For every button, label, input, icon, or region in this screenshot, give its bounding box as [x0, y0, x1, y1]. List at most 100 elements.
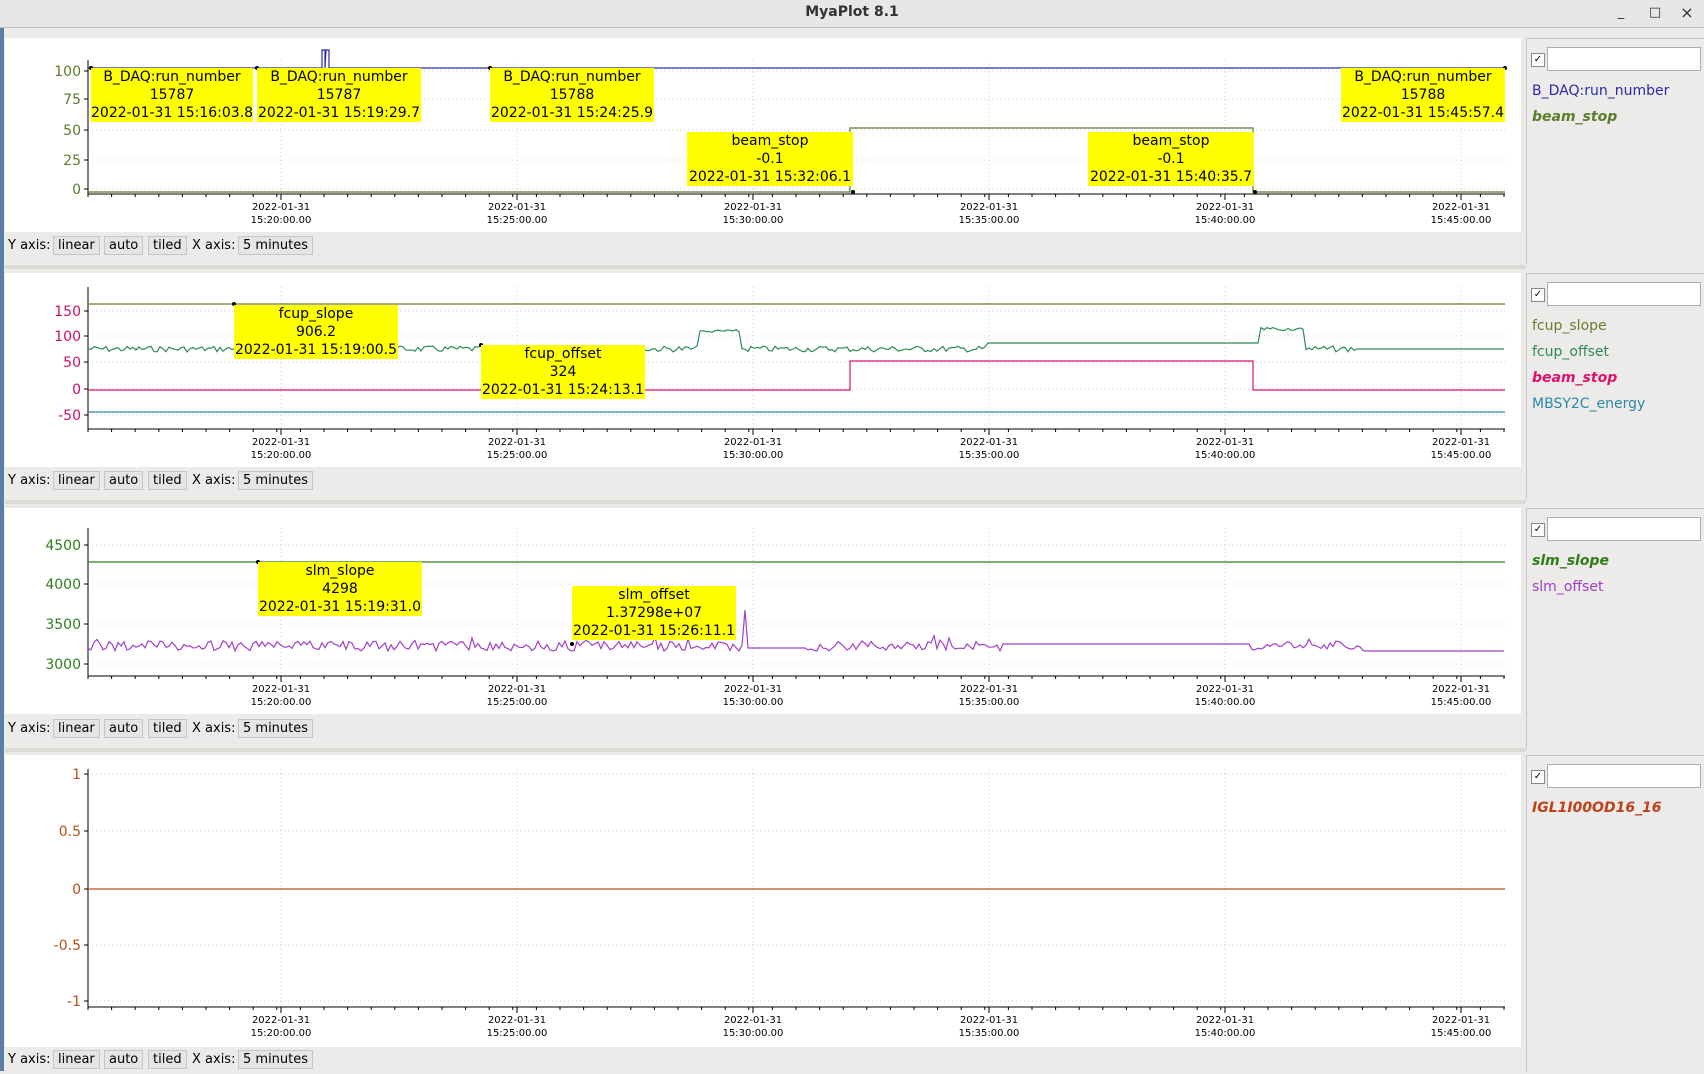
x-axis-label: X axis:: [192, 1052, 236, 1067]
y-tick-label: 1: [72, 767, 81, 783]
tiled-button[interactable]: tiled: [148, 1050, 187, 1069]
x-tick-date: 2022-01-31: [960, 684, 1018, 695]
x-tick-date: 2022-01-31: [252, 684, 310, 695]
legend-item[interactable]: B_DAQ:run_number: [1532, 83, 1670, 99]
x-tick-date: 2022-01-31: [724, 1015, 782, 1026]
legend-item[interactable]: fcup_offset: [1532, 344, 1609, 360]
plot-area[interactable]: 4500 4000 3500 3000 2022-01-31 15:20:00.00 20…: [5, 508, 1521, 714]
x-tick-time: 15:45:00.00: [1431, 215, 1492, 226]
annotation: slm_slope 4298 2022-01-31 15:19:31.0: [258, 562, 422, 616]
x-tick-date: 2022-01-31: [488, 437, 546, 448]
annotation: beam_stop -0.1 2022-01-31 15:32:06.1: [687, 132, 853, 186]
legend-item[interactable]: IGL1I00OD16_16: [1532, 800, 1662, 816]
x-tick-time: 15:20:00.00: [251, 1028, 312, 1039]
legend-item[interactable]: MBSY2C_energy: [1532, 396, 1646, 412]
close-button[interactable]: ×: [1680, 3, 1694, 22]
y-tick-label: 0: [72, 182, 81, 198]
filter-input[interactable]: [1547, 47, 1701, 71]
x-tick-date: 2022-01-31: [252, 202, 310, 213]
axis-controls: Y axis: linear auto tiled X axis: 5 minutes: [5, 234, 1526, 260]
x-axis-label: X axis:: [192, 473, 236, 488]
x-tick-time: 15:45:00.00: [1431, 450, 1492, 461]
legend-item[interactable]: fcup_slope: [1532, 318, 1607, 334]
show-checkbox[interactable]: ✓: [1531, 288, 1545, 302]
linear-button[interactable]: linear: [53, 719, 100, 738]
auto-button[interactable]: auto: [104, 719, 144, 738]
y-tick-label: -0.5: [54, 938, 81, 954]
linear-button[interactable]: linear: [53, 471, 100, 490]
y-tick-label: 0: [72, 382, 81, 398]
linear-button[interactable]: linear: [53, 1050, 100, 1069]
x-tick-time: 15:45:00.00: [1431, 697, 1492, 708]
x-tick-time: 15:25:00.00: [487, 215, 548, 226]
plot-canvas-4[interactable]: 1 0.5 0 -0.5 -1 2022-01-31 15:20:00.00 2022-01…: [5, 755, 1521, 1047]
x-range-button[interactable]: 5 minutes: [238, 236, 314, 255]
x-tick-time: 15:25:00.00: [487, 1028, 548, 1039]
minimize-button[interactable]: _: [1617, 5, 1625, 20]
y-axis-label: Y axis:: [8, 238, 51, 253]
plot-panel-1: 100 75 50 25 0 2022-01-31 15:20:00.00 2022-01-…: [5, 38, 1526, 263]
plot-area[interactable]: 100 75 50 25 0 2022-01-31 15:20:00.00 2022-01-…: [5, 38, 1521, 232]
x-tick-date: 2022-01-31: [488, 202, 546, 213]
auto-button[interactable]: auto: [104, 1050, 144, 1069]
filter-input[interactable]: [1547, 764, 1701, 788]
x-axis-label: X axis:: [192, 721, 236, 736]
x-tick-time: 15:40:00.00: [1195, 215, 1256, 226]
x-tick-date: 2022-01-31: [960, 1015, 1018, 1026]
x-tick-date: 2022-01-31: [252, 1015, 310, 1026]
plot-panel-2: 150 100 50 0 -50 2022-01-31 15:20:00.00 2022-0…: [5, 273, 1526, 498]
filter-input[interactable]: [1547, 517, 1701, 541]
x-tick-date: 2022-01-31: [724, 202, 782, 213]
x-tick-date: 2022-01-31: [252, 437, 310, 448]
panel-splitter[interactable]: [5, 265, 1526, 269]
legend-item[interactable]: beam_stop: [1532, 109, 1618, 125]
legend-item[interactable]: slm_slope: [1532, 553, 1609, 569]
legend-panel-1: ✓ B_DAQ:run_number beam_stop: [1526, 38, 1704, 264]
tiled-button[interactable]: tiled: [148, 236, 187, 255]
legend-item[interactable]: slm_offset: [1532, 579, 1604, 595]
trace-beam-stop: [88, 360, 1505, 391]
window-edge: [0, 28, 4, 1071]
auto-button[interactable]: auto: [104, 471, 144, 490]
plot-area[interactable]: 150 100 50 0 -50 2022-01-31 15:20:00.00 2022-0…: [5, 273, 1521, 467]
tiled-button[interactable]: tiled: [148, 471, 187, 490]
axis-controls: Y axis: linear auto tiled X axis: 5 minutes: [5, 717, 1526, 743]
y-tick-label: 100: [54, 64, 81, 80]
auto-button[interactable]: auto: [104, 236, 144, 255]
annotation: B_DAQ:run_number 15788 2022-01-31 15:45:57…: [1341, 68, 1505, 122]
x-tick-time: 15:35:00.00: [959, 450, 1020, 461]
panel-splitter[interactable]: [5, 748, 1526, 752]
x-tick-date: 2022-01-31: [960, 202, 1018, 213]
x-tick-time: 15:30:00.00: [723, 215, 784, 226]
x-range-button[interactable]: 5 minutes: [238, 719, 314, 738]
show-checkbox[interactable]: ✓: [1531, 53, 1545, 67]
linear-button[interactable]: linear: [53, 236, 100, 255]
legend-panel-2: ✓ fcup_slope fcup_offset beam_stop MBSY2C_en…: [1526, 273, 1704, 499]
legend-item[interactable]: beam_stop: [1532, 370, 1618, 386]
x-axis-label: X axis:: [192, 238, 236, 253]
plot-canvas-1[interactable]: 100 75 50 25 0 2022-01-31 15:20:00.00 2022-01-…: [5, 38, 1521, 232]
plot-canvas-2[interactable]: 150 100 50 0 -50 2022-01-31 15:20:00.00 2022-0…: [5, 273, 1521, 467]
x-tick-date: 2022-01-31: [1432, 202, 1490, 213]
y-tick-label: 50: [63, 355, 81, 371]
annotation: slm_offset 1.37298e+07 2022-01-31 15:26:11…: [572, 586, 736, 640]
maximize-button[interactable]: □: [1648, 5, 1662, 20]
plot-canvas-3[interactable]: 4500 4000 3500 3000 2022-01-31 15:20:00.00 20…: [5, 508, 1521, 714]
x-range-button[interactable]: 5 minutes: [238, 471, 314, 490]
window-title: MyaPlot 8.1: [805, 4, 899, 20]
plot-area[interactable]: 1 0.5 0 -0.5 -1 2022-01-31 15:20:00.00 2022-01…: [5, 755, 1521, 1047]
x-tick-time: 15:30:00.00: [723, 697, 784, 708]
y-tick-label: 3500: [45, 617, 81, 633]
annotation: beam_stop -0.1 2022-01-31 15:40:35.7: [1088, 132, 1254, 186]
tiled-button[interactable]: tiled: [148, 719, 187, 738]
filter-input[interactable]: [1547, 282, 1701, 306]
plot-panel-4: 1 0.5 0 -0.5 -1 2022-01-31 15:20:00.00 2022-01…: [5, 755, 1526, 1071]
x-tick-date: 2022-01-31: [1196, 437, 1254, 448]
x-range-button[interactable]: 5 minutes: [238, 1050, 314, 1069]
y-axis-label: Y axis:: [8, 1052, 51, 1067]
y-tick-label: 4000: [45, 577, 81, 593]
show-checkbox[interactable]: ✓: [1531, 770, 1545, 784]
show-checkbox[interactable]: ✓: [1531, 523, 1545, 537]
panel-splitter[interactable]: [5, 500, 1526, 504]
x-tick-time: 15:30:00.00: [723, 450, 784, 461]
